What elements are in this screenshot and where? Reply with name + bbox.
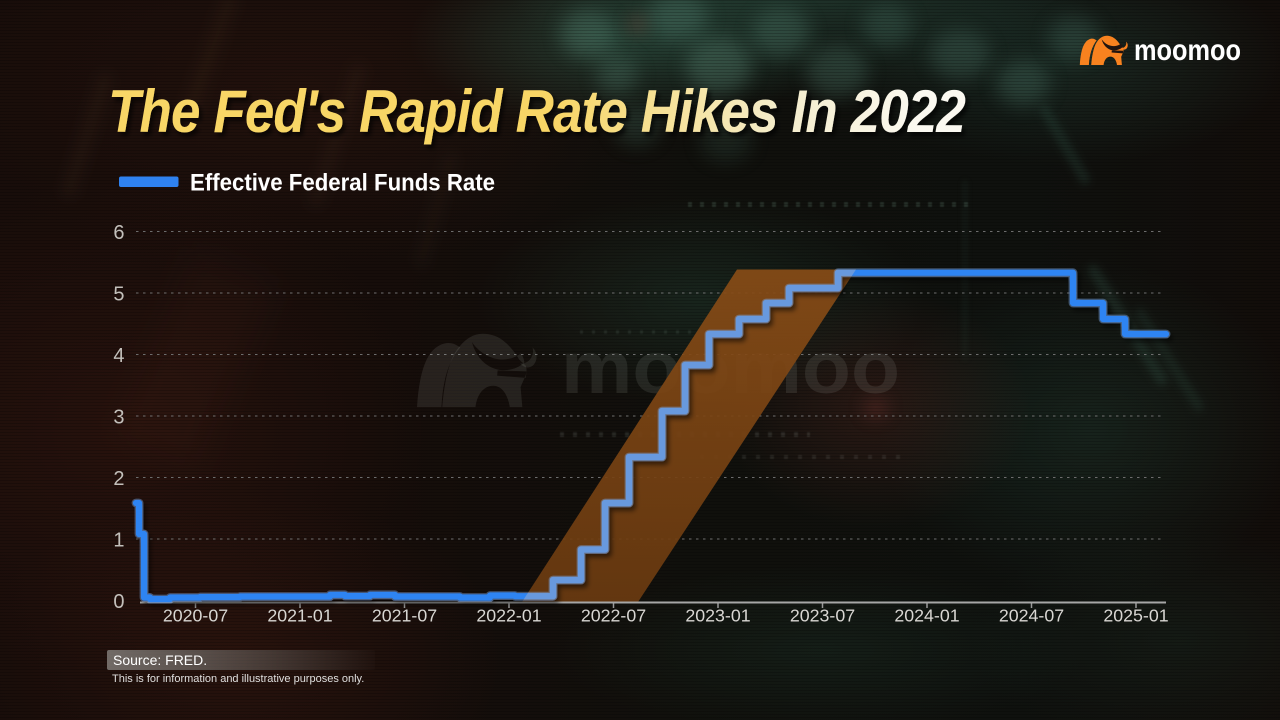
- svg-text:2022-07: 2022-07: [581, 606, 646, 626]
- svg-text:1: 1: [113, 529, 124, 551]
- svg-text:3: 3: [113, 406, 124, 428]
- svg-text:2022-01: 2022-01: [476, 606, 541, 626]
- svg-text:2023-07: 2023-07: [790, 606, 855, 626]
- svg-text:5: 5: [113, 283, 124, 305]
- svg-text:2021-01: 2021-01: [267, 606, 332, 626]
- svg-text:2023-01: 2023-01: [685, 606, 750, 626]
- svg-text:6: 6: [113, 222, 124, 244]
- svg-text:4: 4: [113, 345, 124, 367]
- svg-text:The Fed's Rapid Rate Hikes In: The Fed's Rapid Rate Hikes In 2022: [108, 78, 966, 145]
- svg-text:2: 2: [113, 468, 124, 490]
- svg-text:2024-01: 2024-01: [894, 606, 959, 626]
- svg-text:Effective Federal Funds Rate: Effective Federal Funds Rate: [190, 170, 495, 197]
- svg-text:2024-07: 2024-07: [999, 606, 1064, 626]
- svg-text:2021-07: 2021-07: [372, 606, 437, 626]
- svg-text:moomoo: moomoo: [1134, 34, 1241, 67]
- svg-text:0: 0: [113, 591, 124, 613]
- svg-text:2020-07: 2020-07: [163, 606, 228, 626]
- svg-text:2025-01: 2025-01: [1103, 606, 1168, 626]
